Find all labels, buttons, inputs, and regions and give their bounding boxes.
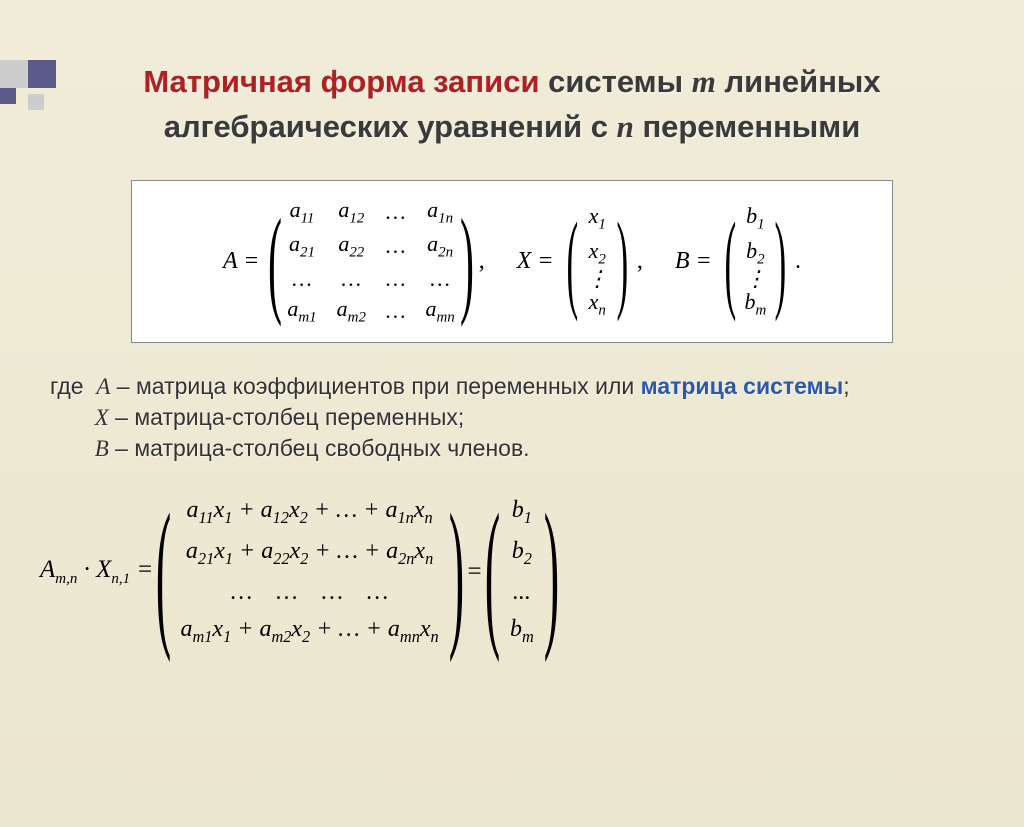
matrix-A: ( a11a12…a1n a21a22…a2n ………… am1am2…amn … bbox=[273, 195, 468, 328]
legend-highlight: матрица системы bbox=[641, 373, 844, 399]
label-B: B = bbox=[675, 248, 712, 275]
legend-block: где A – матрица коэффициентов при переме… bbox=[50, 371, 1024, 464]
comma: , bbox=[479, 248, 485, 275]
corner-decoration bbox=[0, 60, 80, 120]
legend-X: X bbox=[95, 405, 109, 430]
title-var-m: m bbox=[692, 64, 716, 99]
comma: , bbox=[637, 248, 643, 275]
legend-B: B bbox=[95, 436, 109, 461]
legend-X-desc: – матрица-столбец переменных; bbox=[109, 404, 464, 430]
corner-square bbox=[0, 88, 16, 104]
legend-B-desc: – матрица-столбец свободных членов. bbox=[109, 435, 530, 461]
matrix-AX: ( a11x1 + a12x2 + … + a1nxn a21x1 + a22x… bbox=[160, 492, 460, 651]
legend-A: A bbox=[96, 374, 110, 399]
corner-square bbox=[28, 94, 44, 110]
corner-square bbox=[28, 60, 56, 88]
formula-box-top: A = ( a11a12…a1n a21a22…a2n ………… am1am2…… bbox=[131, 180, 893, 343]
formula-bottom: Am,n · Xn,1 = ( a11x1 + a12x2 + … + a1nx… bbox=[40, 492, 1024, 651]
vector-X: ( x1 x2 ⋮ xn ) bbox=[568, 201, 627, 321]
label-A: A = bbox=[223, 248, 259, 275]
period: . bbox=[795, 248, 801, 275]
title-text: переменными bbox=[634, 109, 860, 144]
label-X: X = bbox=[517, 248, 554, 275]
lhs-label: Am,n · Xn,1 = bbox=[40, 556, 160, 588]
title-var-n: n bbox=[617, 109, 634, 144]
legend-A-end: ; bbox=[843, 373, 849, 399]
title-text: системы bbox=[540, 64, 692, 99]
slide-title: Матричная форма записи системы m линейны… bbox=[0, 60, 1024, 150]
where-label: где bbox=[50, 373, 90, 399]
vector-B-bottom: ( b1 b2 ... bm ) bbox=[489, 492, 555, 651]
legend-A-desc: – матрица коэффициентов при переменных и… bbox=[110, 373, 640, 399]
title-red-part: Матричная форма записи bbox=[143, 64, 539, 99]
vector-B: ( b1 b2 ⋮ bm ) bbox=[726, 201, 785, 321]
corner-square bbox=[0, 60, 28, 88]
